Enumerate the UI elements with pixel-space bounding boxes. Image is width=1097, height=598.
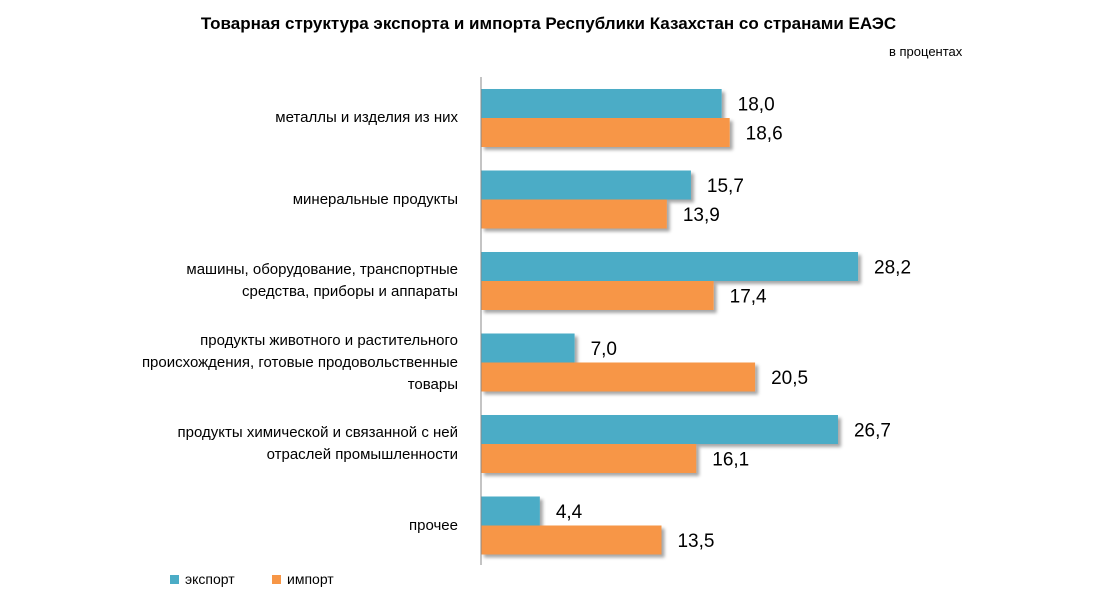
legend-swatch-export: [170, 574, 179, 584]
export-value-label-3: 7,0: [591, 339, 617, 360]
export-bar-4: [481, 415, 838, 444]
import-value-label-2: 17,4: [730, 287, 767, 308]
export-value-label-2: 28,2: [874, 258, 911, 279]
import-bar-0: [481, 118, 730, 147]
category-label-line: продукты химической и связанной с ней: [177, 424, 458, 441]
import-bar-3: [481, 362, 756, 392]
category-label-line: машины, оборудование, транспортные: [186, 261, 458, 278]
bars-group: [481, 89, 859, 555]
category-label-5: прочее: [40, 515, 458, 537]
category-label-line: прочее: [409, 516, 458, 534]
category-label-1: минеральные продукты: [40, 189, 458, 211]
legend-item-export: экспорт: [170, 571, 235, 587]
import-bar-5: [481, 525, 662, 555]
export-bar-0: [481, 89, 722, 118]
category-label-0: металлы и изделия из них: [40, 107, 458, 129]
import-value-label-1: 13,9: [683, 205, 720, 226]
export-bar-5: [481, 496, 540, 526]
chart-title: Товарная структура экспорта и импорта Ре…: [200, 14, 897, 33]
unit-note: в процентах: [889, 44, 963, 59]
legend-item-import: импорт: [272, 571, 334, 587]
legend-swatch-import: [272, 574, 281, 584]
category-label-line: минеральные продукты: [292, 190, 458, 208]
export-value-label-0: 18,0: [738, 95, 775, 116]
legend-label-export: экспорт: [185, 571, 235, 587]
import-bar-1: [481, 199, 667, 229]
import-bar-4: [481, 444, 697, 473]
export-value-label-5: 4,4: [556, 502, 583, 523]
category-label-line: металлы и изделия из них: [275, 109, 458, 126]
category-label-3: продукты животного и растительного происх…: [40, 330, 458, 396]
export-bar-1: [481, 170, 691, 200]
import-value-label-4: 16,1: [712, 450, 749, 471]
import-bar-2: [481, 281, 714, 310]
category-label-line: отраслей промышленности: [266, 446, 458, 463]
category-label-line: средства, приборы и аппараты: [241, 283, 458, 300]
import-value-label-3: 20,5: [771, 368, 808, 389]
legend-label-import: импорт: [287, 571, 334, 587]
data-labels-group: 18,0 18,6 15,7 13,9 28,2 17,4 7,0 20,5 26,7 16,1 4…: [556, 95, 911, 553]
export-bar-3: [481, 333, 575, 363]
export-value-label-4: 26,7: [854, 421, 891, 442]
export-value-label-1: 15,7: [707, 176, 744, 197]
category-label-line: происхождения, готовые продовольственные: [141, 353, 458, 371]
export-bar-2: [481, 252, 859, 281]
category-label-2: машины, оборудование, транспортные средст…: [40, 259, 458, 303]
category-label-4: продукты химической и связанной с ней отр…: [40, 422, 458, 466]
category-label-line: товары: [407, 375, 458, 393]
category-label-line: продукты животного и растительного: [200, 331, 458, 349]
import-value-label-0: 18,6: [746, 124, 783, 145]
import-value-label-5: 13,5: [677, 531, 714, 552]
